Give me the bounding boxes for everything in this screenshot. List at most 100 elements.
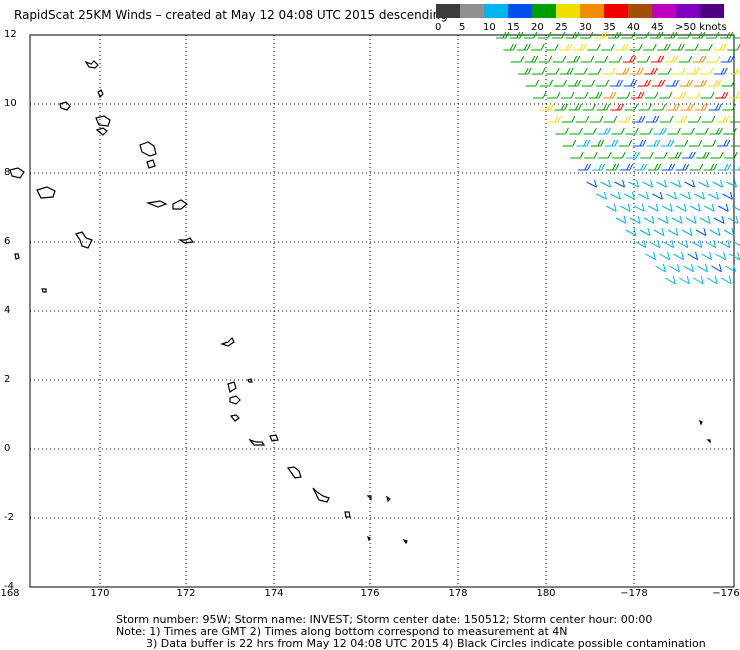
latitude-label: -2: [4, 512, 14, 523]
wind-barb: [614, 179, 626, 188]
wind-barb: [626, 151, 640, 159]
wind-barb: [593, 31, 608, 39]
wind-barb: [693, 79, 708, 87]
wind-barb: [729, 120, 740, 123]
wind-barb: [675, 163, 690, 171]
wind-barb: [673, 91, 687, 99]
wind-barb: [573, 43, 587, 51]
wind-barb: [574, 67, 588, 75]
wind-barb: [582, 103, 596, 111]
wind-barb: [660, 139, 675, 147]
wind-barb: [635, 239, 647, 249]
wind-barb: [589, 115, 604, 123]
wind-barb: [657, 215, 669, 224]
wind-barb: [605, 203, 617, 212]
latitude-label: 4: [4, 305, 10, 316]
legend-tick-label: 40: [627, 22, 640, 33]
wind-barb: [547, 91, 561, 99]
latitude-label: 0: [4, 443, 10, 454]
wind-barb: [517, 43, 531, 51]
island-outline: [344, 511, 351, 518]
wind-barb: [708, 191, 719, 200]
wind-barb: [678, 55, 693, 63]
wind-barb: [729, 251, 740, 261]
island-outline: [247, 378, 253, 383]
wind-barb: [724, 151, 738, 159]
wind-barb: [694, 103, 708, 111]
wind-barb: [667, 227, 679, 236]
wind-barb: [523, 31, 538, 39]
wind-barb: [643, 215, 655, 224]
wind-barb: [668, 151, 682, 159]
island-outline: [14, 253, 20, 260]
latitude-label: -4: [4, 581, 14, 592]
island-outline: [286, 466, 302, 479]
wind-barb: [525, 79, 540, 87]
wind-barb: [720, 55, 735, 63]
island-outline: [227, 381, 237, 393]
island-outline: [386, 495, 391, 503]
legend-swatch: [484, 4, 508, 18]
island-outline: [75, 231, 93, 249]
wind-barb: [632, 139, 647, 147]
longitude-label: 180: [536, 588, 555, 599]
wind-barb: [709, 227, 721, 236]
wind-barb: [586, 179, 598, 188]
wind-barb: [579, 31, 594, 39]
wind-barb: [703, 163, 718, 171]
wind-barb: [721, 275, 732, 285]
legend-tick-label: 20: [531, 22, 544, 33]
wind-barb: [691, 31, 706, 39]
wind-barb: [707, 275, 718, 285]
wind-barb: [701, 91, 715, 99]
wind-barb: [673, 251, 685, 261]
wind-barb: [633, 203, 645, 212]
wind-barb: [654, 151, 668, 159]
wind-barb: [709, 127, 723, 135]
wind-barb: [547, 115, 562, 123]
island-outline: [95, 115, 111, 127]
wind-barb: [575, 115, 590, 123]
wind-barb: [722, 191, 733, 200]
wind-barb: [619, 203, 631, 212]
wind-barb: [701, 115, 716, 123]
notes-line-2: 3) Data buffer is 22 hrs from May 12 04:…: [146, 637, 706, 650]
notes-line-1: Note: 1) Times are GMT 2) Times along bo…: [116, 625, 568, 638]
wind-barb: [706, 55, 721, 63]
longitude-label: −176: [712, 588, 739, 599]
wind-barb: [686, 67, 700, 75]
wind-barb: [692, 55, 707, 63]
latitude-label: 10: [4, 98, 17, 109]
wind-barb: [653, 227, 665, 236]
wind-barb: [602, 67, 616, 75]
wind-barb: [695, 227, 707, 236]
legend-tick-label: 0: [435, 22, 442, 33]
wind-barb: [667, 127, 681, 135]
legend-swatch: [676, 4, 700, 18]
wind-barb: [630, 67, 644, 75]
island-outline: [366, 535, 371, 542]
legend-swatch: [556, 4, 580, 18]
wind-barb: [656, 179, 668, 188]
wind-barb: [683, 263, 694, 273]
wind-barb: [561, 91, 575, 99]
wind-barb: [607, 31, 622, 39]
wind-barb: [647, 203, 659, 212]
wind-barb: [713, 43, 727, 51]
wind-barb: [566, 55, 581, 63]
wind-barb: [723, 127, 737, 135]
wind-barb: [715, 91, 729, 99]
wind-barb: [615, 43, 629, 51]
wind-barb: [610, 103, 624, 111]
wind-barb: [605, 163, 620, 171]
wind-barb: [629, 43, 643, 51]
wind-barb: [567, 79, 582, 87]
wind-barb: [729, 91, 740, 99]
wind-barb: [649, 239, 661, 249]
wind-barb: [545, 43, 559, 51]
wind-barb: [603, 91, 617, 99]
island-outline: [139, 141, 157, 157]
wind-barb: [509, 31, 524, 39]
legend-swatch: [580, 4, 604, 18]
wind-barb: [688, 139, 703, 147]
